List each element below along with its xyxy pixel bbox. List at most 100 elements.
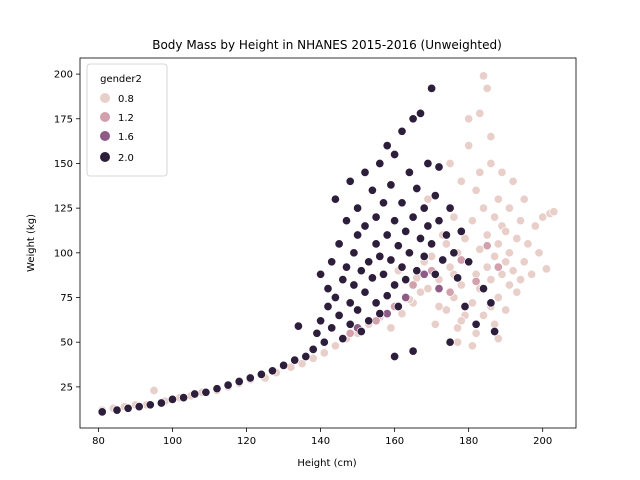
y-tick-label: 100	[54, 248, 73, 259]
data-point	[460, 233, 470, 244]
data-point	[330, 194, 340, 204]
y-tick-label: 125	[54, 204, 73, 215]
data-point	[397, 198, 407, 208]
data-point	[112, 405, 122, 415]
x-tick-label: 160	[385, 436, 404, 447]
data-point	[338, 275, 348, 285]
y-tick-label: 175	[54, 114, 73, 125]
data-point	[419, 203, 429, 213]
x-tick-label: 200	[533, 436, 552, 447]
data-point	[401, 226, 411, 236]
data-point	[449, 212, 459, 222]
data-point	[167, 394, 178, 404]
data-point	[434, 301, 444, 312]
data-point	[408, 280, 418, 290]
legend-label: 0.8	[118, 94, 134, 105]
data-point	[423, 194, 433, 204]
data-point	[356, 266, 366, 276]
data-point	[390, 216, 400, 226]
data-point	[501, 305, 511, 315]
data-point	[412, 266, 422, 276]
data-point	[353, 305, 363, 315]
data-point	[478, 203, 489, 213]
data-point	[486, 275, 496, 285]
data-point	[364, 316, 374, 326]
data-point	[419, 269, 429, 279]
data-point	[449, 248, 459, 258]
data-point	[393, 241, 403, 251]
data-point	[371, 239, 381, 249]
data-point	[445, 287, 455, 297]
data-point	[471, 185, 481, 195]
data-point	[430, 269, 440, 279]
legend-entry: 2.0	[100, 152, 134, 164]
data-point	[441, 305, 451, 315]
data-point	[482, 230, 492, 240]
data-point	[475, 244, 485, 254]
data-point	[341, 262, 352, 272]
data-point	[375, 158, 385, 169]
data-point	[308, 353, 318, 363]
legend-entry: 0.8	[100, 93, 134, 105]
x-tick-label: 180	[459, 436, 478, 447]
data-point	[378, 269, 389, 279]
data-point	[386, 255, 396, 265]
data-point	[367, 273, 377, 283]
data-point	[497, 269, 507, 279]
data-point	[97, 407, 107, 417]
data-point	[223, 380, 233, 390]
data-point	[493, 262, 503, 272]
data-point	[490, 326, 500, 337]
data-point	[375, 309, 385, 319]
data-point	[467, 216, 477, 226]
data-point	[345, 298, 355, 308]
data-point	[541, 264, 551, 274]
x-tick-label: 140	[311, 436, 330, 447]
data-point	[279, 360, 289, 370]
data-point	[341, 216, 352, 226]
data-point	[467, 341, 477, 351]
data-point	[471, 276, 481, 286]
data-point	[360, 221, 370, 231]
data-point	[482, 83, 492, 93]
data-point	[408, 114, 418, 124]
data-point	[434, 162, 444, 172]
data-point	[334, 239, 344, 249]
data-point	[534, 248, 544, 258]
data-point	[397, 262, 407, 272]
data-point	[415, 287, 426, 297]
data-point	[334, 310, 344, 320]
data-point	[156, 398, 166, 408]
y-axis: 25 50 75 100 125 150 175 200	[54, 70, 80, 393]
data-point	[267, 366, 278, 376]
data-point	[441, 230, 451, 240]
data-point	[301, 351, 311, 362]
data-point	[512, 287, 522, 297]
data-point	[297, 359, 307, 369]
data-point	[490, 212, 500, 222]
data-point	[345, 319, 355, 329]
data-point	[382, 141, 392, 151]
data-point	[504, 280, 514, 290]
data-point	[464, 114, 474, 124]
data-point	[364, 257, 374, 267]
data-point	[471, 328, 481, 338]
y-axis-label: Weight (kg)	[26, 214, 37, 272]
data-point	[401, 292, 411, 303]
data-point	[471, 319, 481, 329]
points-layer	[97, 71, 559, 417]
data-point	[330, 341, 340, 351]
data-point	[245, 373, 255, 383]
data-point	[386, 180, 396, 190]
legend: gender2 0.8 1.2 1.6 2.0	[86, 63, 168, 177]
data-point	[179, 393, 189, 403]
data-point	[349, 280, 359, 290]
data-point	[397, 309, 407, 319]
data-point	[453, 337, 463, 347]
x-tick-label: 120	[237, 436, 256, 447]
data-point	[460, 301, 470, 312]
data-point	[482, 262, 492, 272]
data-point	[353, 230, 363, 240]
data-point	[397, 126, 407, 136]
